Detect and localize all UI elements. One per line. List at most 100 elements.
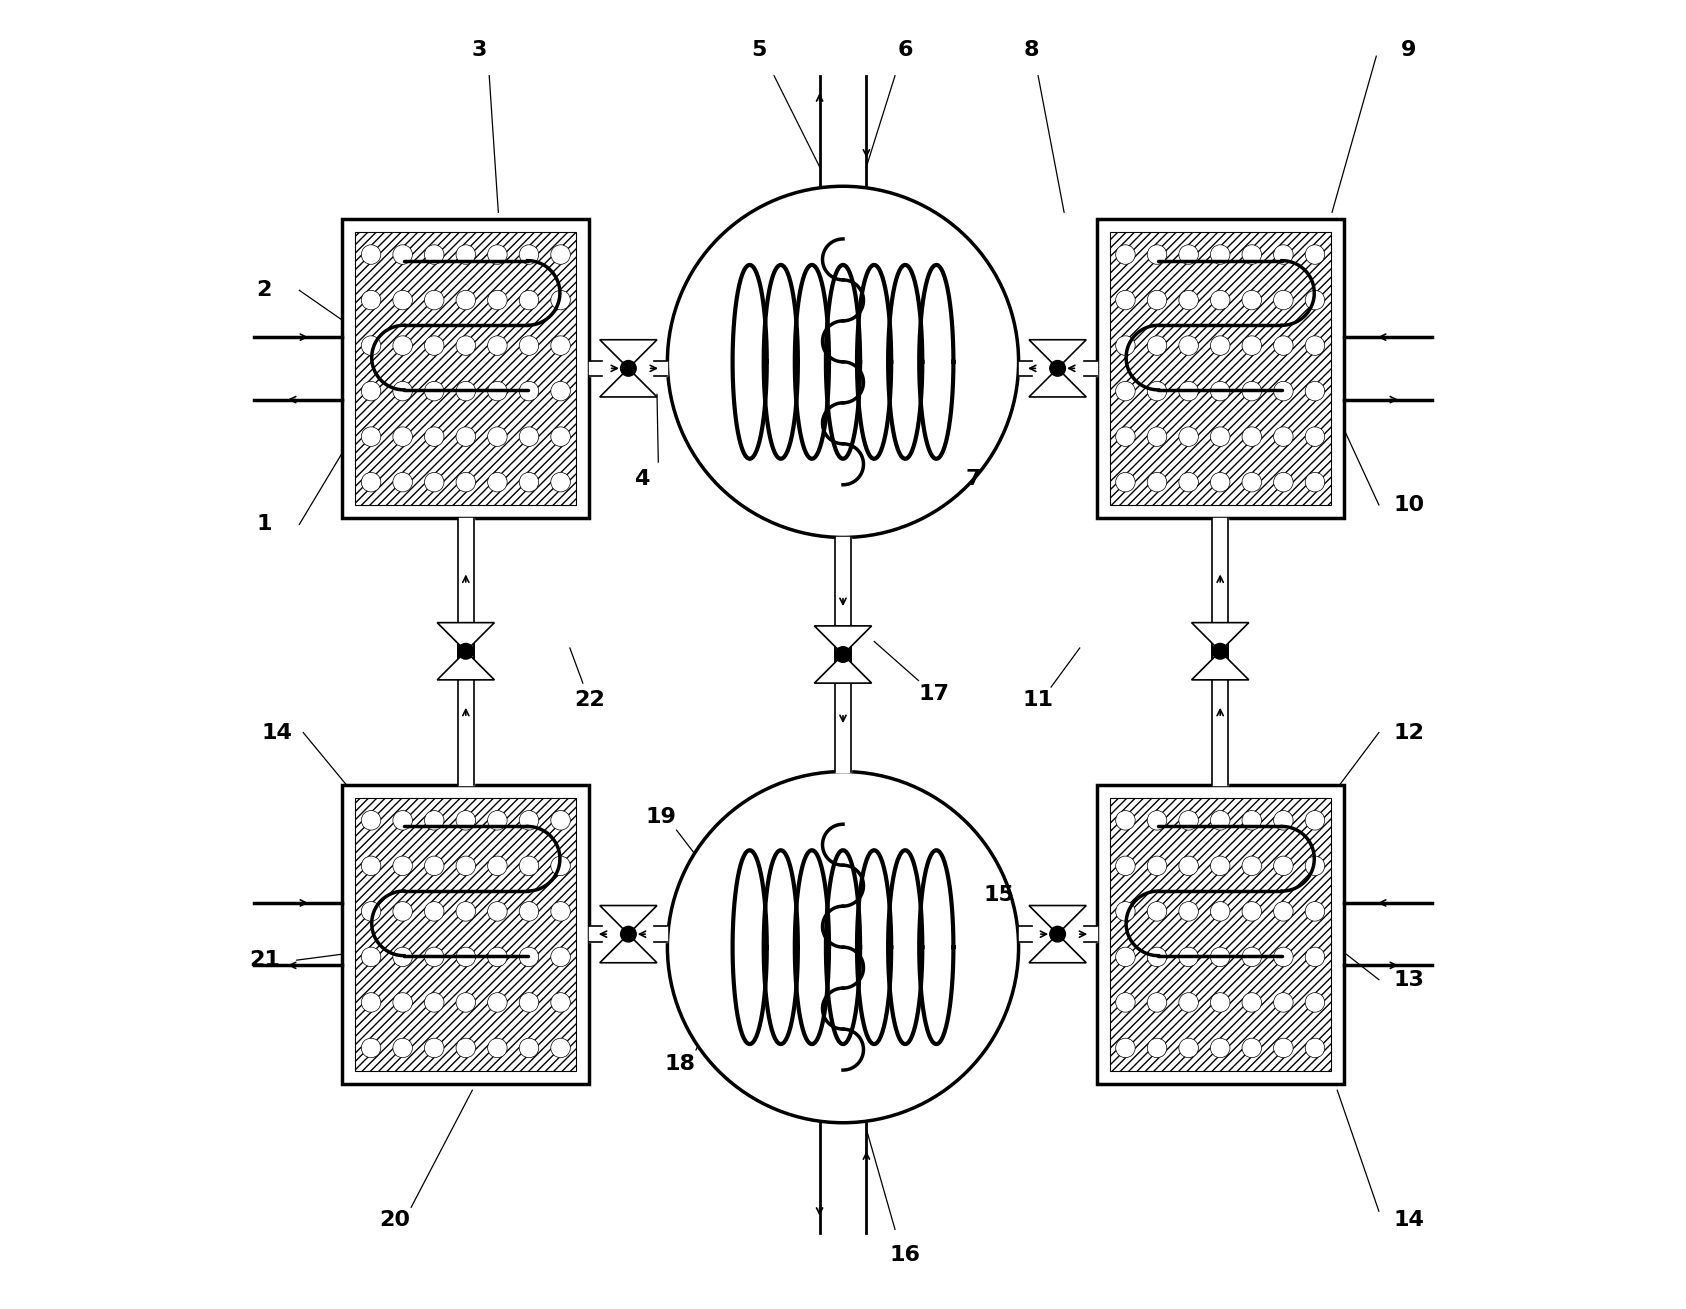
Circle shape — [519, 245, 540, 264]
Circle shape — [361, 902, 381, 922]
Polygon shape — [600, 935, 658, 962]
Text: 21: 21 — [250, 950, 280, 970]
Circle shape — [1305, 810, 1325, 830]
Text: 15: 15 — [983, 885, 1015, 905]
Circle shape — [551, 245, 570, 264]
Polygon shape — [1028, 935, 1086, 962]
Circle shape — [519, 948, 540, 966]
Circle shape — [1211, 245, 1231, 264]
Circle shape — [425, 810, 443, 830]
Polygon shape — [600, 340, 658, 368]
Circle shape — [1179, 427, 1199, 446]
Circle shape — [551, 992, 570, 1012]
Circle shape — [487, 427, 507, 446]
Circle shape — [1211, 856, 1231, 876]
Circle shape — [1211, 381, 1231, 401]
Circle shape — [425, 473, 443, 492]
Circle shape — [425, 245, 443, 264]
Bar — [342, 784, 590, 1084]
Text: 2: 2 — [256, 280, 271, 300]
Circle shape — [361, 810, 381, 830]
Circle shape — [1179, 856, 1199, 876]
Circle shape — [1273, 992, 1293, 1012]
Circle shape — [551, 473, 570, 492]
Circle shape — [1243, 381, 1261, 401]
Circle shape — [1211, 291, 1231, 310]
Circle shape — [455, 291, 475, 310]
Circle shape — [1243, 427, 1261, 446]
Circle shape — [620, 927, 636, 942]
Text: 8: 8 — [1023, 39, 1039, 60]
Circle shape — [1146, 336, 1167, 355]
Circle shape — [1243, 948, 1261, 966]
Circle shape — [1305, 336, 1325, 355]
Circle shape — [393, 245, 413, 264]
Circle shape — [487, 245, 507, 264]
Circle shape — [1305, 948, 1325, 966]
Circle shape — [1116, 1038, 1135, 1058]
Circle shape — [1211, 336, 1231, 355]
Circle shape — [1305, 245, 1325, 264]
Circle shape — [551, 810, 570, 830]
Circle shape — [1116, 427, 1135, 446]
Circle shape — [1146, 381, 1167, 401]
Circle shape — [1179, 1038, 1199, 1058]
Circle shape — [1116, 948, 1135, 966]
Circle shape — [1179, 810, 1199, 830]
Circle shape — [1146, 1038, 1167, 1058]
Circle shape — [1146, 427, 1167, 446]
Circle shape — [1116, 473, 1135, 492]
Circle shape — [487, 948, 507, 966]
Text: 20: 20 — [379, 1211, 410, 1230]
Circle shape — [1305, 427, 1325, 446]
Circle shape — [1243, 992, 1261, 1012]
Circle shape — [551, 336, 570, 355]
Circle shape — [551, 948, 570, 966]
Circle shape — [1116, 336, 1135, 355]
Circle shape — [1273, 336, 1293, 355]
Circle shape — [455, 245, 475, 264]
Polygon shape — [1028, 906, 1086, 935]
Text: 22: 22 — [573, 690, 605, 709]
Text: 3: 3 — [470, 39, 487, 60]
Circle shape — [393, 291, 413, 310]
Circle shape — [455, 810, 475, 830]
Circle shape — [1146, 856, 1167, 876]
Circle shape — [519, 1038, 540, 1058]
Bar — [356, 232, 577, 505]
Circle shape — [487, 291, 507, 310]
Text: 6: 6 — [897, 39, 914, 60]
Text: 19: 19 — [646, 808, 676, 827]
Circle shape — [393, 336, 413, 355]
Text: 11: 11 — [1023, 690, 1054, 709]
Circle shape — [455, 336, 475, 355]
Circle shape — [1243, 473, 1261, 492]
Circle shape — [1211, 473, 1231, 492]
Circle shape — [455, 381, 475, 401]
Circle shape — [1116, 902, 1135, 922]
Circle shape — [519, 810, 540, 830]
Circle shape — [1211, 902, 1231, 922]
Polygon shape — [1192, 623, 1249, 652]
Circle shape — [393, 381, 413, 401]
Circle shape — [620, 360, 636, 376]
Circle shape — [551, 902, 570, 922]
Circle shape — [393, 473, 413, 492]
Circle shape — [1116, 992, 1135, 1012]
Circle shape — [455, 992, 475, 1012]
Text: 16: 16 — [890, 1245, 921, 1266]
Circle shape — [361, 1038, 381, 1058]
Circle shape — [1273, 810, 1293, 830]
Polygon shape — [1028, 340, 1086, 368]
Circle shape — [361, 427, 381, 446]
Circle shape — [1273, 381, 1293, 401]
Bar — [1096, 784, 1344, 1084]
Circle shape — [1243, 291, 1261, 310]
Text: 5: 5 — [750, 39, 765, 60]
Circle shape — [361, 473, 381, 492]
Text: 9: 9 — [1401, 39, 1416, 60]
Circle shape — [393, 1038, 413, 1058]
Circle shape — [425, 427, 443, 446]
Circle shape — [1273, 1038, 1293, 1058]
Text: 10: 10 — [1393, 495, 1425, 514]
